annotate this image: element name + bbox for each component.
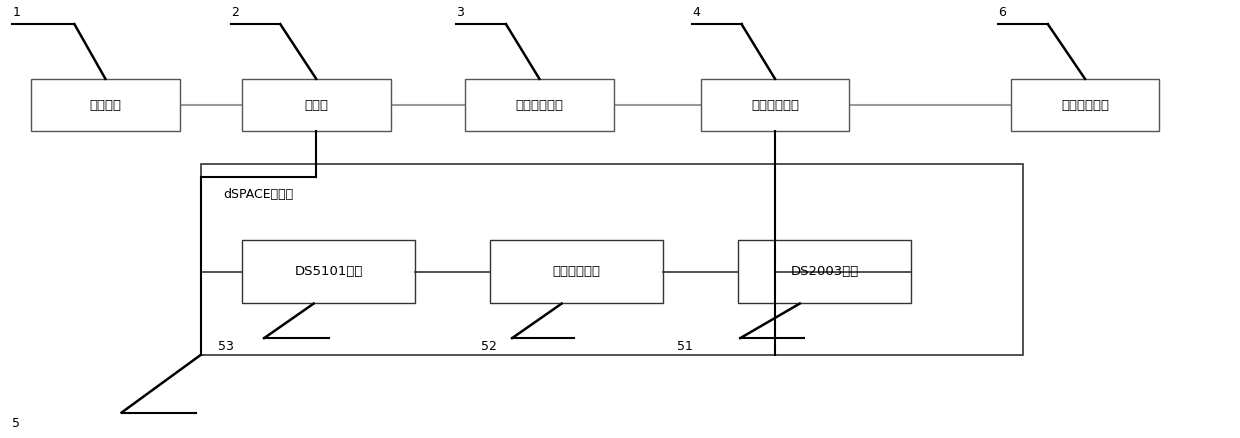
Bar	[242, 79, 391, 131]
Text: dSPACE控制器: dSPACE控制器	[223, 188, 294, 201]
Text: DS2003模块: DS2003模块	[790, 265, 859, 278]
Bar	[242, 240, 415, 303]
Bar	[1011, 79, 1159, 131]
Text: 直流电源: 直流电源	[89, 99, 122, 112]
Text: 整流滤波单元: 整流滤波单元	[751, 99, 799, 112]
Text: 逻辑运算模块: 逻辑运算模块	[553, 265, 600, 278]
Bar	[465, 79, 614, 131]
Text: 2: 2	[231, 6, 238, 19]
Text: 4: 4	[692, 6, 699, 19]
Text: 6: 6	[998, 6, 1006, 19]
Text: DS5101模块: DS5101模块	[294, 265, 363, 278]
Bar	[201, 164, 1023, 355]
Bar	[701, 79, 849, 131]
Bar	[31, 79, 180, 131]
Text: 松耦合变庋器: 松耦合变庋器	[516, 99, 563, 112]
Bar	[490, 240, 663, 303]
Text: 1: 1	[12, 6, 20, 19]
Bar	[738, 240, 911, 303]
Text: 51: 51	[677, 340, 693, 353]
Text: 逆变板: 逆变板	[304, 99, 329, 112]
Text: 3: 3	[456, 6, 464, 19]
Text: 电动汽车电池: 电动汽车电池	[1061, 99, 1109, 112]
Text: 52: 52	[481, 340, 497, 353]
Text: 5: 5	[12, 417, 20, 430]
Text: 53: 53	[218, 340, 234, 353]
